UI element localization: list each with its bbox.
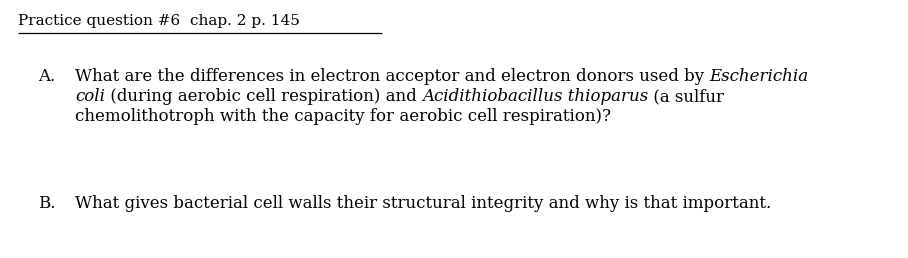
- Text: A.: A.: [38, 68, 55, 85]
- Text: chemolithotroph with the capacity for aerobic cell respiration)?: chemolithotroph with the capacity for ae…: [75, 108, 611, 125]
- Text: What gives bacterial cell walls their structural integrity and why is that impor: What gives bacterial cell walls their st…: [75, 195, 771, 212]
- Text: (a sulfur: (a sulfur: [648, 88, 725, 105]
- Text: Practice question #6  chap. 2 p. 145: Practice question #6 chap. 2 p. 145: [18, 14, 300, 28]
- Text: What are the differences in electron acceptor and electron donors used by: What are the differences in electron acc…: [75, 68, 709, 85]
- Text: B.: B.: [38, 195, 55, 212]
- Text: coli: coli: [75, 88, 105, 105]
- Text: Escherichia: Escherichia: [709, 68, 808, 85]
- Text: (during aerobic cell respiration) and: (during aerobic cell respiration) and: [105, 88, 422, 105]
- Text: Acidithiobacillus thioparus: Acidithiobacillus thioparus: [422, 88, 648, 105]
